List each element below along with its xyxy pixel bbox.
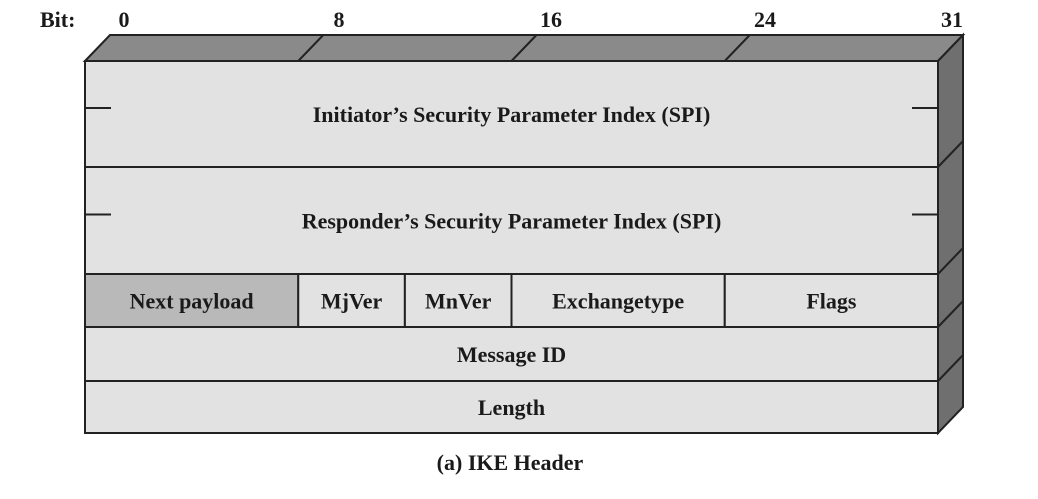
top-byte-divider: [297, 34, 324, 62]
diagram-caption: (a) IKE Header: [436, 450, 584, 475]
field-label: Exchangetype: [552, 289, 684, 314]
side-row-edge: [937, 354, 964, 382]
field-label: MnVer: [425, 289, 492, 314]
bit-ruler-mark: 16: [540, 7, 562, 32]
bit-ruler-mark: 0: [119, 7, 130, 32]
side-face: [937, 32, 964, 436]
rows-layer: Initiator’s Security Parameter Index (SP…: [84, 34, 964, 434]
field-label: Initiator’s Security Parameter Index (SP…: [313, 102, 711, 127]
bit-ruler: Bit: 0 8 16 24 31: [40, 7, 963, 32]
side-row-edge: [937, 247, 964, 275]
field-label: Length: [478, 395, 545, 420]
field-box: [84, 166, 939, 275]
header-row: Initiator’s Security Parameter Index (SP…: [84, 60, 939, 168]
side-row-edge: [937, 300, 964, 328]
bit-ruler-mark: 31: [941, 7, 963, 32]
bit-ruler-mark: 24: [754, 7, 776, 32]
field-box: [723, 273, 939, 328]
bit-ruler-prefix: Bit:: [40, 7, 75, 32]
header-row: Responder’s Security Parameter Index (SP…: [84, 166, 939, 275]
field-label: Flags: [806, 289, 857, 314]
field-box: [84, 273, 300, 328]
field-label: Message ID: [457, 342, 566, 367]
field-box: [84, 380, 939, 434]
field-box: [84, 326, 939, 382]
header-row: Next payload MjVer MnVer Exchangetype Flags: [84, 273, 939, 328]
field-label: MjVer: [321, 289, 383, 314]
field-label: Next payload: [130, 289, 254, 314]
top-byte-divider: [510, 34, 538, 62]
field-box: [403, 273, 513, 328]
side-row-edge: [937, 140, 964, 168]
bit-ruler-mark: 8: [334, 7, 345, 32]
field-box: [84, 60, 939, 168]
top-byte-divider: [724, 34, 751, 62]
field-label: Responder’s Security Parameter Index (SP…: [302, 209, 722, 234]
header-row: Message ID: [84, 326, 939, 382]
header-row: Length: [84, 380, 939, 434]
field-box: [510, 273, 726, 328]
